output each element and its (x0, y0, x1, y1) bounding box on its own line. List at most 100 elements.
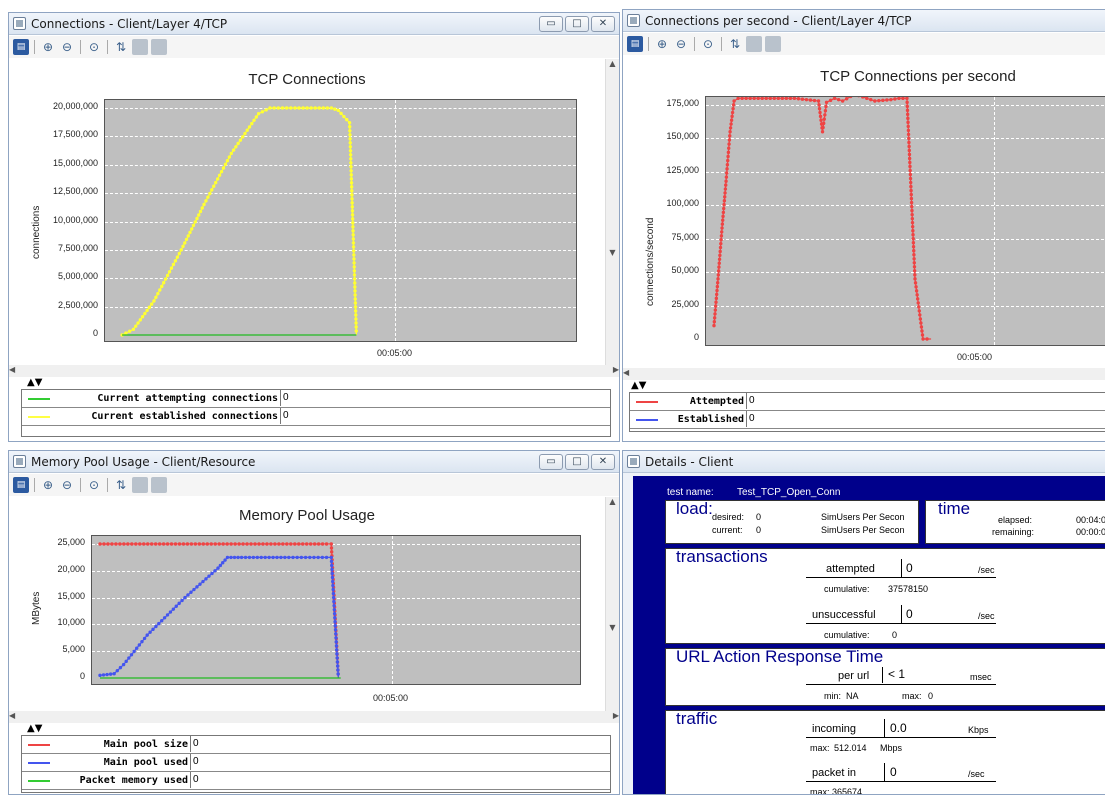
collapse-icon[interactable]: ▲▼ (631, 380, 646, 391)
forward-icon[interactable] (151, 477, 167, 493)
back-icon[interactable] (132, 39, 148, 55)
back-icon[interactable] (746, 36, 762, 52)
window-titlebar[interactable]: Memory Pool Usage - Client/Resource ▭□✕ (9, 451, 619, 473)
y-tick-label: 10,000 (15, 617, 85, 627)
minimize-button[interactable]: ▭ (539, 454, 563, 470)
chart-svg (706, 97, 1105, 345)
data-point (143, 312, 146, 315)
data-point (352, 245, 355, 248)
y-tick-label: 10,000,000 (28, 215, 98, 225)
data-point (818, 111, 821, 114)
window-title: Connections per second - Client/Layer 4/… (645, 14, 911, 28)
max-label: max: (902, 691, 922, 701)
data-point (249, 542, 252, 545)
data-point (881, 99, 884, 102)
data-point (911, 233, 914, 236)
data-point (334, 624, 337, 627)
data-point (146, 633, 149, 636)
collapse-icon[interactable]: ▲▼ (27, 723, 42, 734)
data-point (352, 237, 355, 240)
data-point (202, 542, 205, 545)
data-point (719, 238, 722, 241)
window-titlebar[interactable]: Connections per second - Client/Layer 4/… (623, 10, 1105, 32)
sort-icon[interactable]: ⇅ (113, 477, 129, 493)
data-point (773, 97, 776, 100)
horizontal-scrollbar[interactable]: ◀▶ (9, 365, 619, 377)
window-titlebar[interactable]: Details - Client (623, 451, 1105, 473)
forward-icon[interactable] (765, 36, 781, 52)
zoom-reset-icon[interactable]: ⊙ (86, 39, 102, 55)
data-point (916, 297, 919, 300)
legend-value: 0 (746, 393, 755, 409)
horizontal-scrollbar[interactable]: ◀ (623, 368, 1105, 380)
save-icon[interactable]: ▤ (13, 39, 29, 55)
y-tick-label: 25,000 (629, 299, 699, 309)
chart-title: TCP Connections (9, 71, 605, 88)
data-point (349, 145, 352, 148)
maximize-button[interactable]: □ (565, 454, 589, 470)
test-name-value: Test_TCP_Open_Conn (737, 487, 840, 498)
zoom-out-icon[interactable]: ⊖ (673, 36, 689, 52)
zoom-reset-icon[interactable]: ⊙ (700, 36, 716, 52)
data-point (253, 542, 256, 545)
data-point (334, 636, 337, 639)
data-point (909, 185, 912, 188)
maximize-button[interactable]: □ (565, 16, 589, 32)
zoom-in-icon[interactable]: ⊕ (40, 477, 56, 493)
vertical-scrollbar[interactable]: ▲▼ (605, 497, 619, 711)
data-point (906, 105, 909, 108)
data-point (330, 560, 333, 563)
data-point (142, 542, 145, 545)
legend-value: 0 (190, 754, 199, 770)
data-point (350, 177, 353, 180)
data-point (271, 556, 274, 559)
legend-label: Attempted (630, 396, 744, 407)
data-point (110, 542, 113, 545)
save-icon[interactable]: ▤ (13, 477, 29, 493)
data-point (139, 318, 142, 321)
window-icon (627, 455, 640, 468)
data-point (908, 165, 911, 168)
data-point (722, 207, 725, 210)
sort-icon[interactable]: ⇅ (113, 39, 129, 55)
zoom-in-icon[interactable]: ⊕ (40, 39, 56, 55)
data-point (126, 542, 129, 545)
data-point (765, 97, 768, 100)
window-titlebar[interactable]: Connections - Client/Layer 4/TCP ▭□✕ (9, 13, 619, 35)
zoom-in-icon[interactable]: ⊕ (654, 36, 670, 52)
close-button[interactable]: ✕ (591, 454, 615, 470)
y-tick-label: 2,500,000 (28, 300, 98, 310)
zoom-out-icon[interactable]: ⊖ (59, 39, 75, 55)
back-icon[interactable] (132, 477, 148, 493)
data-point (102, 542, 105, 545)
data-point (345, 118, 348, 121)
memory-pool-window: Memory Pool Usage - Client/Resource ▭□✕ … (8, 450, 620, 795)
y-tick-label: 20,000,000 (28, 101, 98, 111)
forward-icon[interactable] (151, 39, 167, 55)
data-point (236, 142, 239, 145)
transactions-heading: transactions (676, 547, 768, 567)
vertical-scrollbar[interactable]: ▲▼ (605, 59, 619, 375)
collapse-icon[interactable]: ▲▼ (27, 377, 42, 388)
data-point (154, 625, 157, 628)
data-point (920, 329, 923, 332)
zoom-out-icon[interactable]: ⊖ (59, 477, 75, 493)
simusers-unit: SimUsers Per Secon (821, 512, 905, 522)
chart-svg (92, 536, 580, 684)
sort-icon[interactable]: ⇅ (727, 36, 743, 52)
data-point (244, 556, 247, 559)
zoom-reset-icon[interactable]: ⊙ (86, 477, 102, 493)
data-point (714, 301, 717, 304)
minimize-button[interactable]: ▭ (539, 16, 563, 32)
save-icon[interactable]: ▤ (627, 36, 643, 52)
close-button[interactable]: ✕ (591, 16, 615, 32)
horizontal-scrollbar[interactable]: ◀▶ (9, 711, 619, 723)
window-title: Details - Client (645, 455, 733, 469)
